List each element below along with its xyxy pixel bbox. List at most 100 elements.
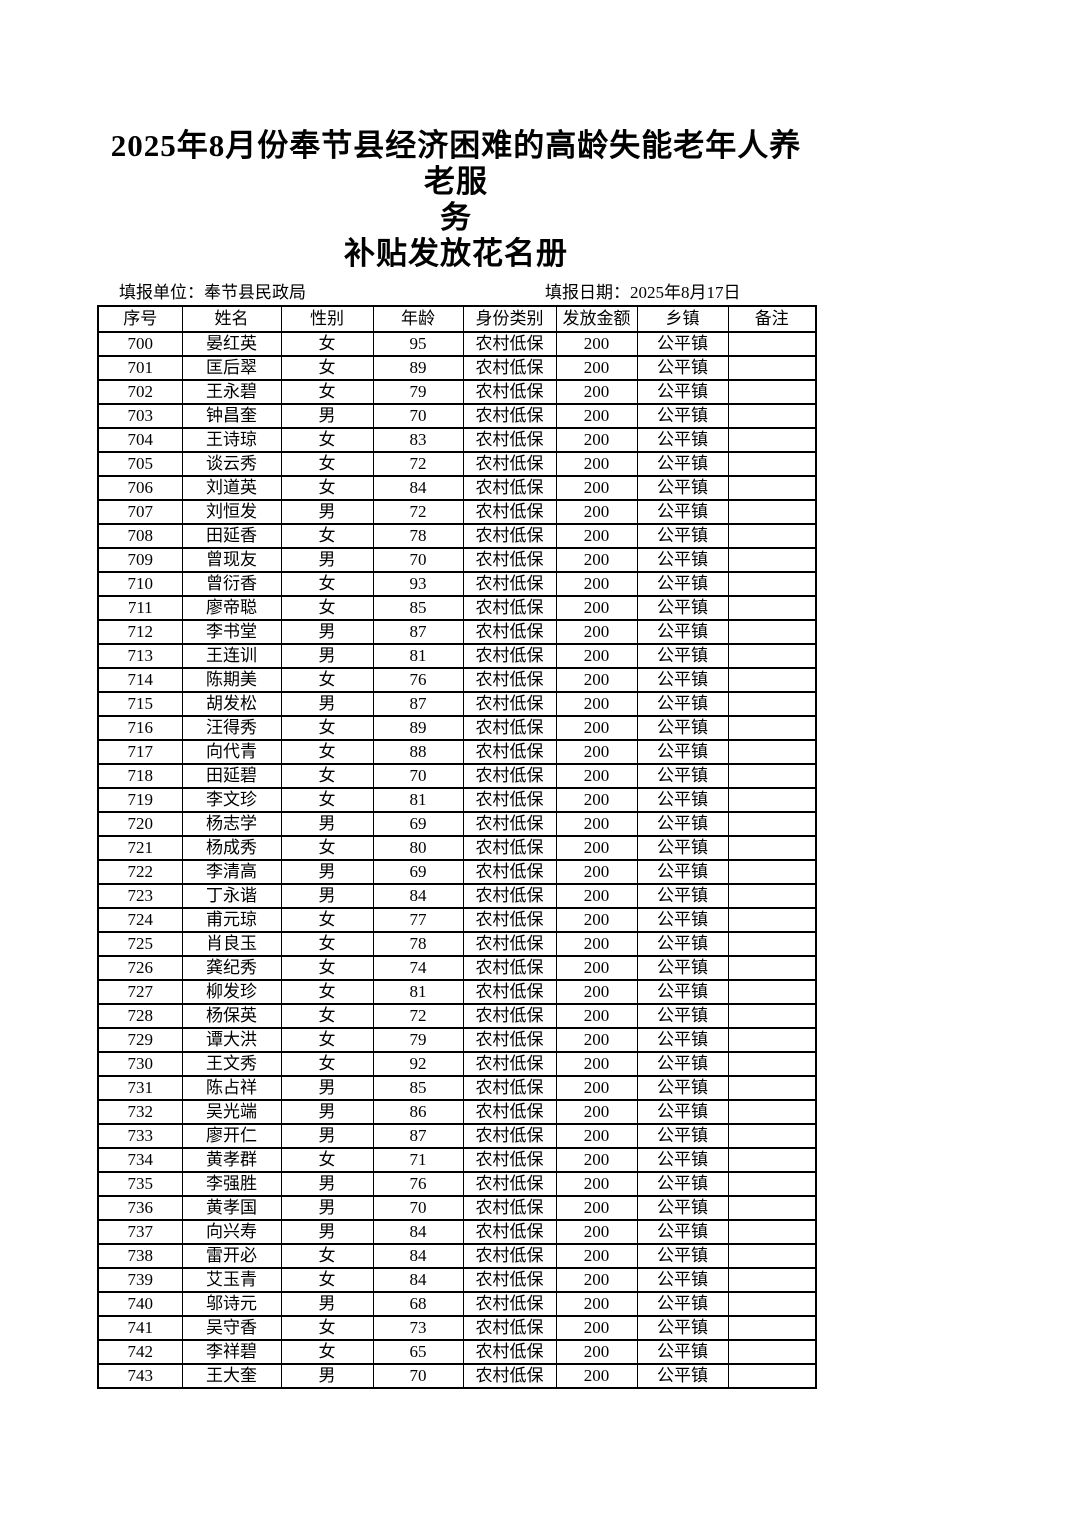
document-title: 2025年8月份奉节县经济困难的高龄失能老年人养老服 务 补贴发放花名册: [97, 0, 815, 272]
cell-col-amount: 200: [555, 1027, 638, 1053]
cell-col-township: 公平镇: [636, 859, 729, 885]
cell-col-gender: 女: [280, 379, 374, 405]
cell-col-identity-type: 农村低保: [462, 1147, 557, 1173]
cell-col-township: 公平镇: [636, 547, 729, 573]
cell-col-township: 公平镇: [636, 403, 729, 429]
cell-col-amount: 200: [555, 1123, 638, 1149]
table-row: 736 黄孝国男 70 农村低保 200 公平镇: [97, 1195, 817, 1221]
cell-col-amount: 200: [555, 907, 638, 933]
cell-col-gender: 男: [280, 691, 374, 717]
cell-col-age: 89: [372, 355, 464, 381]
cell-col-gender: 女: [280, 595, 374, 621]
cell-col-name: 向兴寿: [181, 1219, 282, 1245]
cell-col-name: 杨保英: [181, 1003, 282, 1029]
table-header-row: 序号 姓名 性别 年龄 身份类别 发放金额 乡镇 备注: [97, 305, 817, 333]
cell-col-index: 741: [97, 1315, 183, 1341]
cell-col-remarks: [727, 355, 817, 381]
cell-col-remarks: [727, 1291, 817, 1317]
table-row: 732 吴光端男 86 农村低保 200 公平镇: [97, 1099, 817, 1125]
cell-col-identity-type: 农村低保: [462, 883, 557, 909]
cell-col-gender: 女: [280, 931, 374, 957]
cell-col-index: 736: [97, 1195, 183, 1221]
cell-col-remarks: [727, 427, 817, 453]
cell-col-index: 700: [97, 331, 183, 357]
table-row: 739 艾玉青女 84 农村低保 200 公平镇: [97, 1267, 817, 1293]
cell-col-amount: 200: [555, 1339, 638, 1365]
column-header-col-name: 姓名: [181, 305, 282, 333]
cell-col-amount: 200: [555, 1291, 638, 1317]
title-line-1: 2025年8月份奉节县经济困难的高龄失能老年人养老服: [110, 128, 802, 199]
cell-col-gender: 男: [280, 811, 374, 837]
cell-col-remarks: [727, 1123, 817, 1149]
cell-col-township: 公平镇: [636, 931, 729, 957]
cell-col-age: 87: [372, 619, 464, 645]
cell-col-name: 胡发松: [181, 691, 282, 717]
cell-col-township: 公平镇: [636, 1363, 729, 1389]
cell-col-identity-type: 农村低保: [462, 1051, 557, 1077]
cell-col-remarks: [727, 451, 817, 477]
cell-col-amount: 200: [555, 979, 638, 1005]
cell-col-remarks: [727, 571, 817, 597]
table-row: 731 陈占祥男 85 农村低保 200 公平镇: [97, 1075, 817, 1101]
column-header-col-gender: 性别: [280, 305, 374, 333]
cell-col-index: 712: [97, 619, 183, 645]
cell-col-gender: 男: [280, 1195, 374, 1221]
cell-col-name: 刘恒发: [181, 499, 282, 525]
cell-col-identity-type: 农村低保: [462, 1243, 557, 1269]
table-row: 703 钟昌奎男 70 农村低保 200 公平镇: [97, 403, 817, 429]
cell-col-age: 92: [372, 1051, 464, 1077]
cell-col-remarks: [727, 403, 817, 429]
table-row: 720 杨志学男 69 农村低保 200 公平镇: [97, 811, 817, 837]
cell-col-township: 公平镇: [636, 667, 729, 693]
cell-col-remarks: [727, 1147, 817, 1173]
cell-col-remarks: [727, 811, 817, 837]
cell-col-age: 78: [372, 931, 464, 957]
cell-col-index: 723: [97, 883, 183, 909]
cell-col-identity-type: 农村低保: [462, 667, 557, 693]
cell-col-age: 95: [372, 331, 464, 357]
cell-col-identity-type: 农村低保: [462, 523, 557, 549]
cell-col-identity-type: 农村低保: [462, 691, 557, 717]
cell-col-gender: 女: [280, 1267, 374, 1293]
cell-col-age: 84: [372, 1219, 464, 1245]
cell-col-identity-type: 农村低保: [462, 1195, 557, 1221]
cell-col-gender: 女: [280, 571, 374, 597]
cell-col-name: 吴光端: [181, 1099, 282, 1125]
cell-col-remarks: [727, 883, 817, 909]
cell-col-index: 705: [97, 451, 183, 477]
cell-col-gender: 女: [280, 907, 374, 933]
cell-col-name: 向代青: [181, 739, 282, 765]
cell-col-amount: 200: [555, 1075, 638, 1101]
cell-col-index: 734: [97, 1147, 183, 1173]
cell-col-name: 田延碧: [181, 763, 282, 789]
cell-col-remarks: [727, 619, 817, 645]
table-row: 712 李书堂男 87 农村低保 200 公平镇: [97, 619, 817, 645]
cell-col-remarks: [727, 475, 817, 501]
cell-col-remarks: [727, 907, 817, 933]
cell-col-amount: 200: [555, 763, 638, 789]
cell-col-gender: 男: [280, 859, 374, 885]
cell-col-amount: 200: [555, 1315, 638, 1341]
cell-col-age: 69: [372, 859, 464, 885]
cell-col-index: 743: [97, 1363, 183, 1389]
roster-table: 序号 姓名 性别 年龄 身份类别 发放金额 乡镇 备注 700 晏红英女 95 农村低保 200 公平镇…: [97, 305, 817, 1389]
cell-col-identity-type: 农村低保: [462, 1027, 557, 1053]
cell-col-index: 732: [97, 1099, 183, 1125]
cell-col-name: 刘道英: [181, 475, 282, 501]
cell-col-index: 713: [97, 643, 183, 669]
cell-col-name: 柳发珍: [181, 979, 282, 1005]
cell-col-township: 公平镇: [636, 1267, 729, 1293]
cell-col-index: 717: [97, 739, 183, 765]
cell-col-gender: 男: [280, 499, 374, 525]
cell-col-name: 晏红英: [181, 331, 282, 357]
cell-col-amount: 200: [555, 427, 638, 453]
cell-col-age: 81: [372, 979, 464, 1005]
cell-col-township: 公平镇: [636, 1051, 729, 1077]
cell-col-index: 719: [97, 787, 183, 813]
cell-col-amount: 200: [555, 715, 638, 741]
cell-col-remarks: [727, 1195, 817, 1221]
cell-col-index: 738: [97, 1243, 183, 1269]
cell-col-index: 722: [97, 859, 183, 885]
cell-col-gender: 女: [280, 1027, 374, 1053]
cell-col-index: 711: [97, 595, 183, 621]
